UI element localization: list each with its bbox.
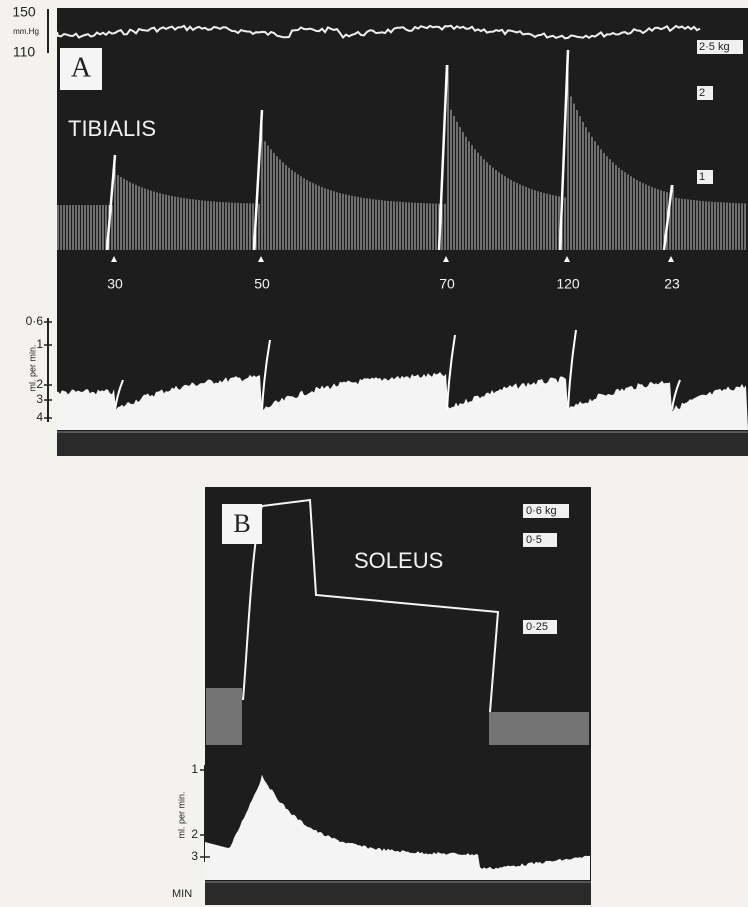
tension-scale-label: 0·6 kg bbox=[526, 505, 557, 517]
tension-scale-label: 1 bbox=[699, 171, 705, 183]
flow-scale-label: 1 bbox=[36, 337, 43, 351]
panel-b: B SOLEUS ml. per min. MIN 0·6 kg 0·5 0·25 1… bbox=[172, 487, 591, 905]
stimulus-label: 23 bbox=[664, 276, 680, 292]
pressure-top: 150 bbox=[12, 4, 36, 20]
time-bar bbox=[57, 432, 748, 456]
panel-label: A bbox=[71, 52, 92, 83]
flow-scale-label: 4 bbox=[36, 410, 43, 424]
tension-scale-label: 2·5 kg bbox=[699, 41, 730, 53]
flow-scale-label: 3 bbox=[191, 849, 198, 863]
muscle-label: TIBIALIS bbox=[68, 116, 156, 141]
stimulus-label: 30 bbox=[107, 276, 123, 292]
time-label: MIN bbox=[172, 888, 192, 900]
flow-scale-label: 2 bbox=[36, 377, 43, 391]
flow-scale-label: 2 bbox=[191, 827, 198, 841]
flow-unit: ml. per min. bbox=[176, 791, 186, 838]
tension-scale-label: 0·25 bbox=[526, 621, 548, 633]
flow-scale-label: 0·6 bbox=[26, 314, 44, 328]
time-bar bbox=[205, 882, 591, 905]
muscle-label: SOLEUS bbox=[354, 548, 443, 573]
pressure-unit: mm.Hg bbox=[13, 27, 39, 36]
flow-scale-label: 1 bbox=[191, 762, 198, 776]
tension-scale-label: 0·5 bbox=[526, 534, 542, 546]
flow-scale-label: 3 bbox=[36, 392, 43, 406]
stimulus-label: 120 bbox=[556, 276, 580, 292]
tension-scale-label: 2 bbox=[699, 87, 705, 99]
stimulus-label: 50 bbox=[254, 276, 270, 292]
panel-label: B bbox=[233, 509, 250, 538]
stimulus-label: 70 bbox=[439, 276, 455, 292]
panel-a: 150 mm.Hg 110 A TIBIALIS ml. per min. 30… bbox=[12, 4, 748, 456]
figure: 150 mm.Hg 110 A TIBIALIS ml. per min. 30… bbox=[0, 0, 748, 907]
pressure-bottom: 110 bbox=[13, 44, 36, 60]
